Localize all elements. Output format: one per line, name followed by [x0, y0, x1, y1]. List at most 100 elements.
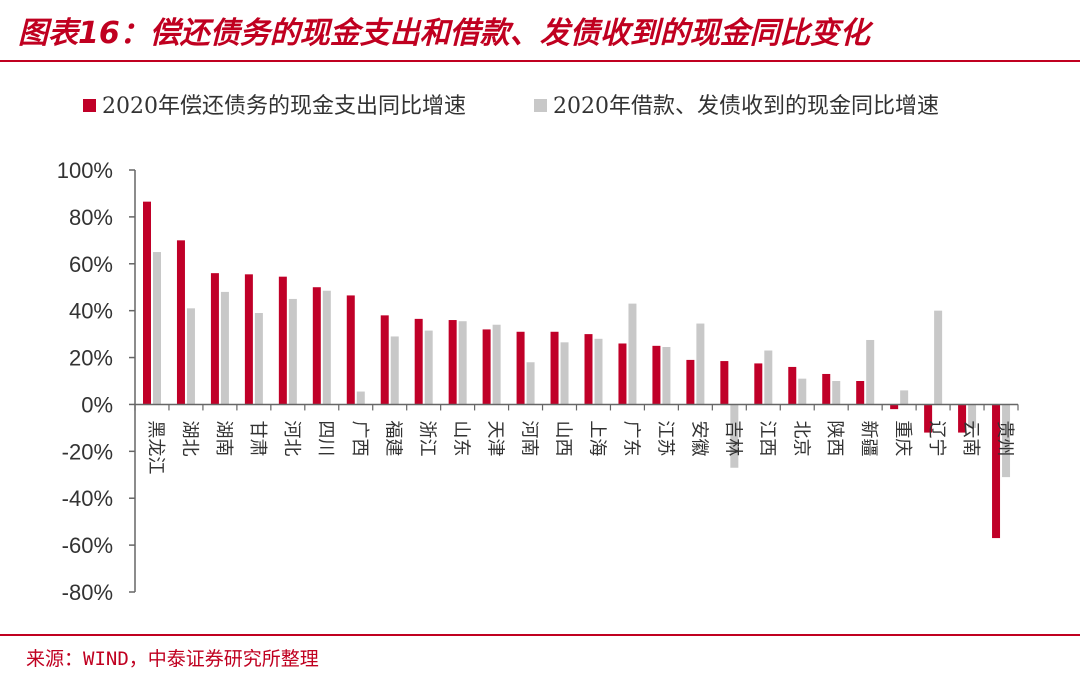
bar-series-2	[153, 252, 161, 405]
bar-series-2	[730, 404, 739, 468]
x-category-label: 广西	[349, 420, 370, 456]
x-category-label: 陕西	[824, 420, 845, 456]
bar-series-1	[346, 295, 355, 405]
bar-series-1	[380, 315, 389, 405]
bar-series-1	[652, 345, 661, 405]
title-rule	[0, 60, 1080, 62]
bar-series-2	[458, 321, 467, 405]
bar-series-2	[832, 381, 841, 405]
x-category-label: 甘肃	[247, 420, 268, 456]
bar-series-1	[686, 359, 695, 405]
bar-series-1	[448, 320, 457, 405]
category-labels: 黑龙江 湖北 湖南 甘肃 河北 四川 广西 福建 浙江 山东 天津 河南 山西 上海 广东 江苏 安徽 吉林 江西北…	[145, 420, 1015, 474]
bar-series-1	[754, 363, 763, 405]
x-category-label: 河北	[281, 420, 302, 456]
x-category-label: 广东	[620, 420, 641, 456]
bar-series-1	[516, 331, 525, 405]
legend-swatch-series-1	[83, 99, 96, 112]
bar-series-1	[550, 331, 559, 405]
bar-series-2	[798, 378, 807, 405]
bar-series-1	[958, 404, 967, 433]
x-category-label: 新疆	[858, 420, 879, 456]
x-category-label: 江西	[756, 420, 777, 456]
bar-series-1	[720, 361, 729, 405]
y-tick-label: 40%	[69, 299, 113, 324]
x-category-label: 重庆	[892, 420, 913, 456]
bar-series-1	[278, 276, 287, 405]
x-category-label: 贵州	[994, 420, 1015, 456]
bar-series-1	[244, 274, 253, 405]
x-category-label: 黑龙江	[145, 420, 166, 474]
bar-series-2	[390, 336, 399, 405]
y-tick-label: -20%	[62, 439, 113, 464]
bar-series-2	[968, 404, 977, 428]
bar-series-1	[924, 404, 933, 433]
bars	[143, 201, 1011, 539]
bar-series-2	[1002, 404, 1011, 478]
bar-series-2	[764, 350, 773, 405]
x-category-label: 湖南	[213, 420, 234, 456]
x-category-label: 江苏	[654, 420, 675, 456]
bar-series-1	[788, 366, 797, 405]
y-axis-ticks: 100% 80% 60% 40% 20% 0% -20% -40% -60% -80%	[57, 158, 135, 605]
bar-series-2	[356, 391, 365, 405]
x-category-label: 北京	[790, 420, 811, 456]
y-tick-label: 0%	[81, 392, 113, 417]
bar-series-1	[856, 381, 865, 405]
x-category-label: 山西	[553, 420, 574, 456]
bar-series-2	[900, 390, 909, 405]
y-tick-label: -60%	[62, 533, 113, 558]
bar-series-2	[254, 313, 263, 405]
legend-label-series-1: 2020年偿还债务的现金支出同比增速	[102, 94, 466, 119]
bar-series-2	[322, 290, 331, 405]
bar-series-2	[696, 323, 705, 405]
bar-series-1	[414, 318, 423, 405]
bar-series-1	[822, 373, 831, 405]
bar-series-1	[482, 329, 491, 405]
y-tick-label: 20%	[69, 346, 113, 371]
x-category-label: 福建	[383, 420, 404, 456]
x-category-label: 四川	[315, 420, 336, 456]
y-tick-label: 60%	[69, 252, 113, 277]
x-category-label: 湖北	[179, 420, 200, 456]
bar-series-2	[424, 330, 433, 405]
bar-series-2	[628, 303, 637, 405]
bar-series-1	[584, 334, 593, 405]
x-category-label: 河南	[519, 420, 540, 456]
x-category-label: 吉林	[722, 420, 743, 456]
y-tick-label: -40%	[62, 486, 113, 511]
bar-series-1	[312, 287, 321, 405]
bar-series-2	[934, 310, 943, 405]
source-note: 来源：WIND，中泰证券研究所整理	[26, 648, 319, 670]
axes	[134, 170, 1019, 592]
x-category-label: 天津	[485, 420, 506, 456]
y-tick-label: -80%	[62, 580, 113, 605]
bar-series-1	[618, 343, 627, 405]
bar-series-1	[992, 404, 1001, 539]
bar-series-2	[662, 347, 671, 405]
x-category-label: 安徽	[688, 420, 709, 456]
legend-swatch-series-2	[534, 99, 547, 112]
bar-series-2	[560, 342, 569, 405]
chart-title: 图表16：偿还债务的现金支出和借款、发债收到的现金同比变化	[18, 16, 870, 51]
y-tick-label: 80%	[69, 205, 113, 230]
x-category-label: 辽宁	[926, 420, 947, 456]
bar-series-2	[526, 362, 535, 405]
bar-series-2	[288, 298, 297, 405]
bar-series-1	[210, 273, 219, 405]
x-category-label: 山东	[451, 420, 472, 456]
legend: 2020年偿还债务的现金支出同比增速 2020年借款、发债收到的现金同比增速	[83, 94, 939, 119]
bar-series-1	[176, 240, 185, 405]
bar-series-1	[890, 404, 899, 410]
bar-series-1	[143, 201, 151, 405]
bar-series-2	[492, 324, 501, 405]
bar-series-2	[866, 339, 875, 405]
y-tick-label: 100%	[57, 158, 113, 183]
bar-series-2	[186, 308, 195, 405]
x-category-label: 云南	[960, 420, 981, 456]
x-category-label: 上海	[586, 420, 607, 456]
bar-series-2	[594, 338, 603, 405]
footer-rule	[0, 634, 1080, 636]
bar-series-2	[220, 291, 229, 405]
